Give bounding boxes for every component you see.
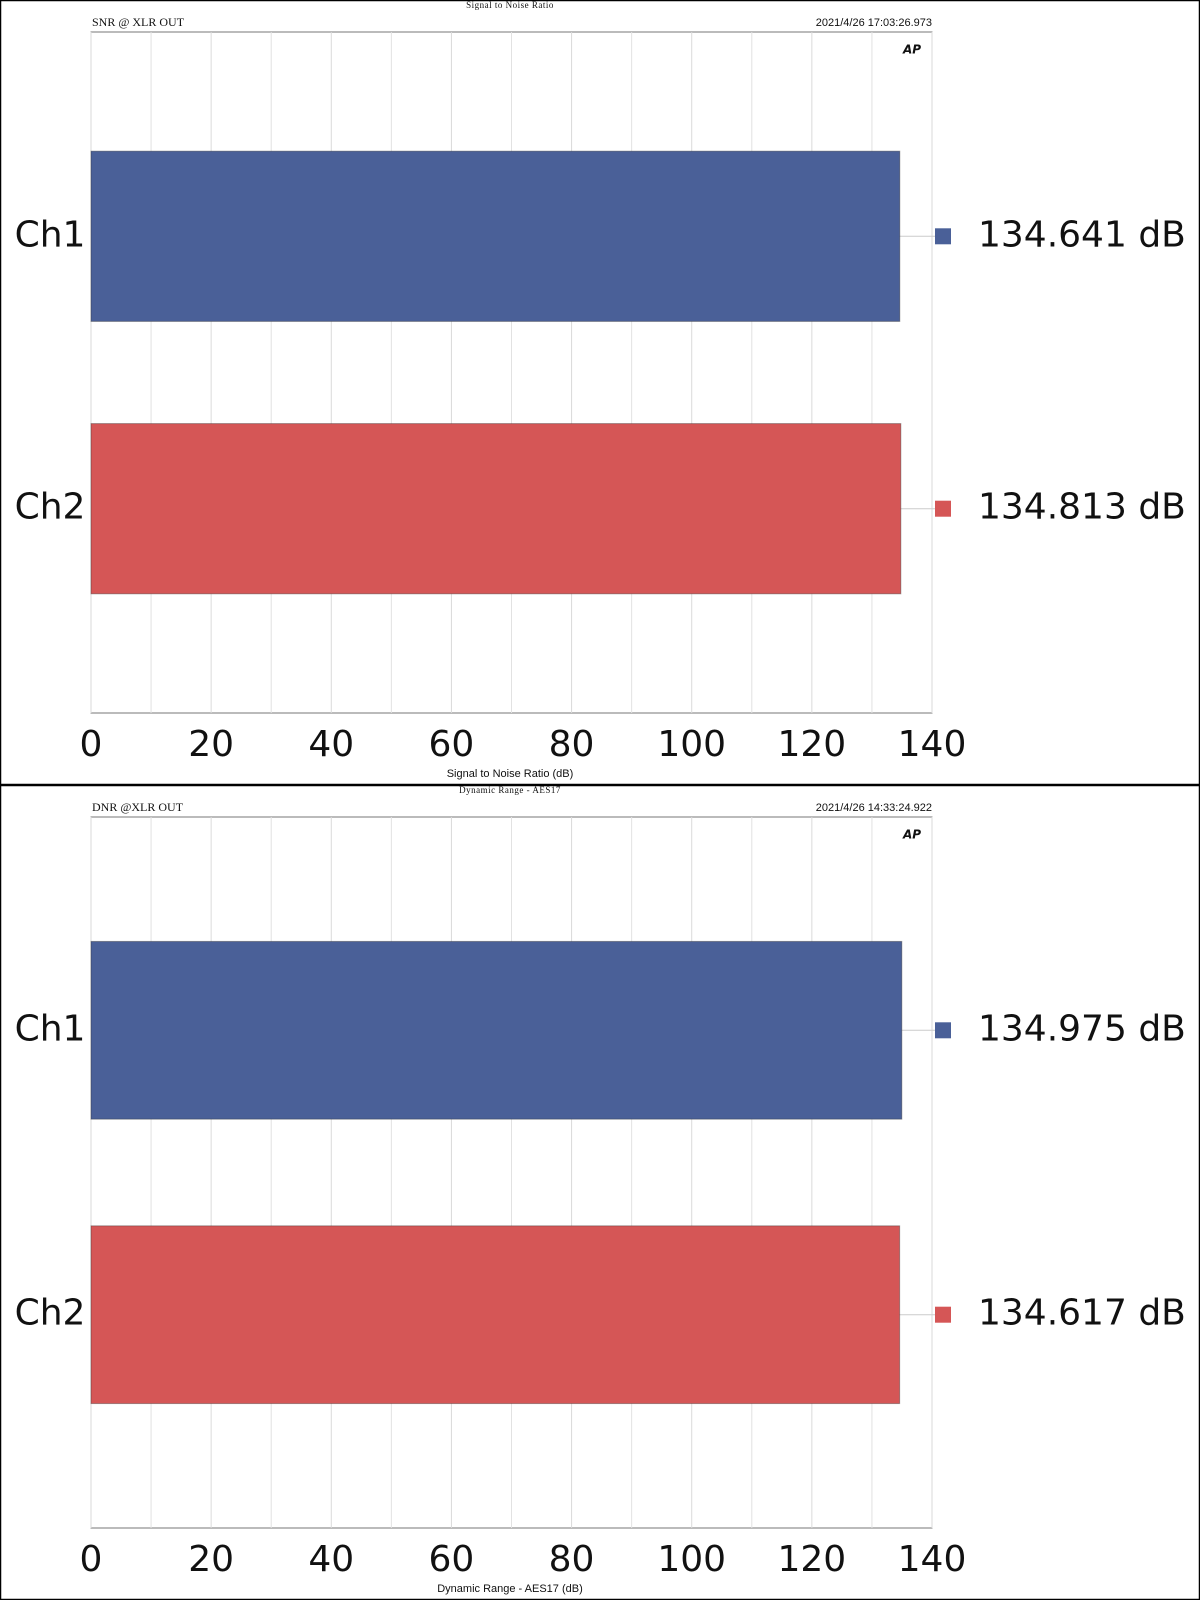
timestamp: 2021/4/26 17:03:26.973 [816,17,932,29]
x-tick-label: 100 [657,1539,726,1580]
legend-swatch [935,1022,951,1039]
logo: AP [902,43,921,57]
legend-swatch [935,500,951,517]
x-tick-label: 120 [777,724,846,765]
value-label: 134.813 dB [978,487,1186,528]
category-label: Ch1 [15,1008,86,1049]
x-tick-label: 140 [898,724,967,765]
chart-title: Signal to Noise Ratio [466,0,554,10]
category-label: Ch1 [15,214,86,255]
timestamp: 2021/4/26 14:33:24.922 [816,802,932,814]
chart-subtitle: SNR @ XLR OUT [92,15,185,29]
x-tick-label: 20 [188,1539,234,1580]
bar [90,423,902,595]
value-label: 134.975 dB [978,1008,1186,1049]
bar [90,940,903,1120]
chart-subtitle: DNR @XLR OUT [92,800,184,814]
logo: AP [902,828,921,842]
bar [90,150,901,322]
x-tick-label: 40 [308,1539,354,1580]
x-axis-label: Dynamic Range - AES17 (dB) [437,1583,583,1595]
value-label: 134.617 dB [978,1293,1186,1334]
x-tick-label: 60 [429,1539,475,1580]
category-label: Ch2 [15,1293,86,1334]
x-axis-label: Signal to Noise Ratio (dB) [447,768,574,780]
x-tick-label: 0 [80,724,103,765]
value-label: 134.641 dB [978,214,1186,255]
chart-title: Dynamic Range - AES17 [459,785,561,795]
legend-swatch [935,1306,951,1323]
x-tick-label: 120 [777,1539,846,1580]
x-tick-label: 100 [657,724,726,765]
x-tick-label: 0 [80,1539,103,1580]
chart-panel: Dynamic Range - AES17 DNR @XLR OUT 2021/4/… [0,784,1200,1600]
x-tick-label: 60 [429,724,475,765]
x-tick-label: 80 [549,1539,595,1580]
x-tick-label: 140 [898,1539,967,1580]
chart-panel: Signal to Noise Ratio SNR @ XLR OUT 2021/4… [0,0,1200,786]
bar [90,1225,901,1405]
x-tick-label: 80 [549,724,595,765]
x-tick-label: 40 [308,724,354,765]
legend-swatch [935,228,951,245]
category-label: Ch2 [15,487,86,528]
x-tick-label: 20 [188,724,234,765]
